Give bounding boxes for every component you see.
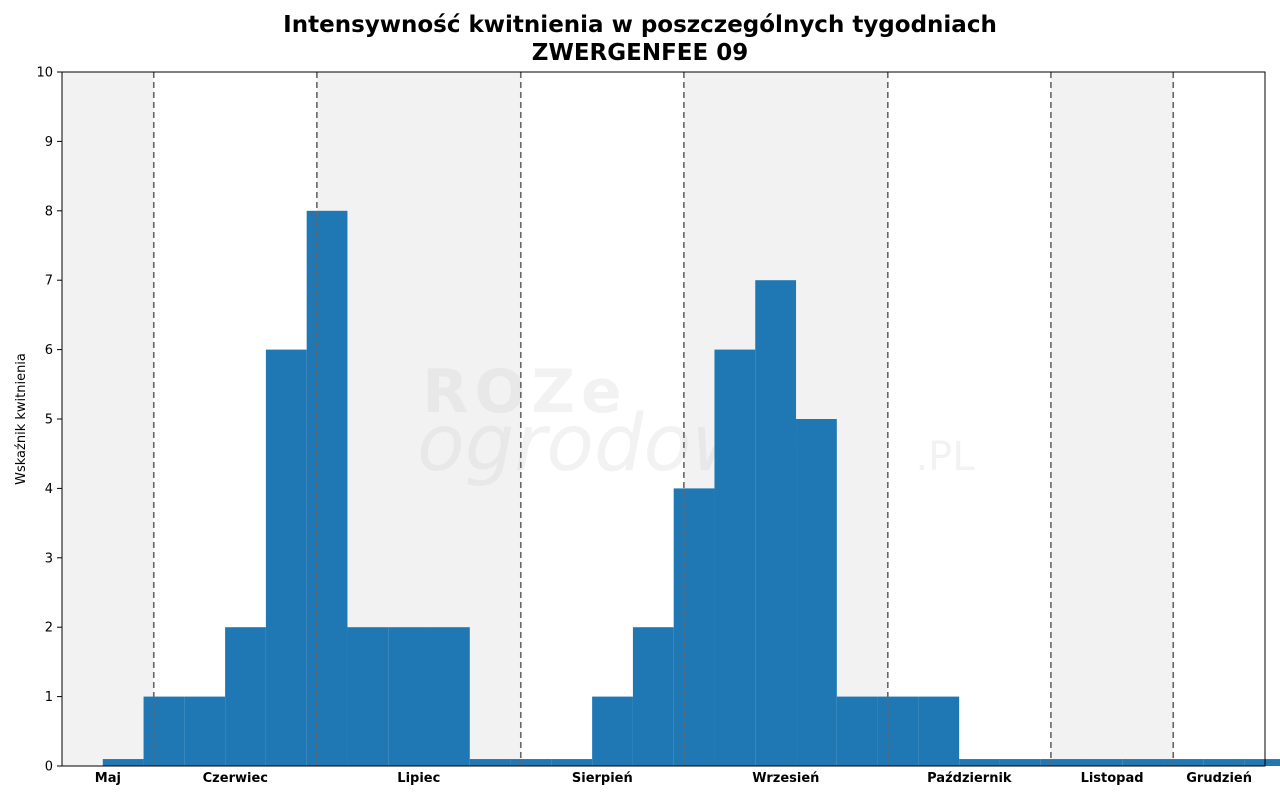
month-label-4: Wrzesień bbox=[752, 771, 819, 786]
bar-week-13 bbox=[592, 696, 633, 766]
bar-week-16 bbox=[714, 349, 756, 766]
y-axis: 0 1 2 3 4 5 6 7 8 9 10 bbox=[36, 66, 62, 775]
y-tick-label-10: 10 bbox=[36, 66, 53, 81]
month-label-1: Czerwiec bbox=[203, 771, 268, 786]
y-tick-label-9: 9 bbox=[45, 135, 53, 150]
bar-week-25 bbox=[1081, 759, 1123, 766]
bar-week-19 bbox=[836, 696, 878, 766]
bar-week-26 bbox=[1122, 759, 1164, 766]
bar-week-9 bbox=[429, 627, 470, 766]
bar-week-18 bbox=[796, 419, 837, 766]
month-label-0: Maj bbox=[95, 771, 121, 786]
x-axis-month-labels: Maj Czerwiec Lipiec Sierpień Wrzesień Paździe… bbox=[95, 771, 1252, 786]
y-axis-label: Wskaźnik kwitnienia bbox=[14, 353, 29, 485]
bar-week-27 bbox=[1163, 759, 1204, 766]
bar-week-1 bbox=[102, 759, 144, 766]
chart-title: Intensywność kwitnienia w poszczególnych… bbox=[0, 11, 1280, 67]
bar-week-17 bbox=[755, 280, 797, 766]
month-label-7: Grudzień bbox=[1186, 771, 1252, 786]
bar-week-5 bbox=[265, 349, 307, 766]
bar-week-8 bbox=[388, 627, 430, 766]
bar-week-6 bbox=[306, 210, 348, 767]
watermark-text-pl: .PL bbox=[915, 434, 975, 480]
month-dividers bbox=[152, 72, 1175, 766]
y-tick-label-6: 6 bbox=[45, 343, 53, 358]
month-label-2: Lipiec bbox=[397, 771, 440, 786]
y-tick-label-4: 4 bbox=[45, 482, 53, 497]
bar-week-11 bbox=[510, 759, 552, 766]
y-tick-label-1: 1 bbox=[45, 690, 53, 705]
watermark-text-top: ROZe bbox=[422, 357, 627, 427]
y-tick-label-7: 7 bbox=[45, 274, 53, 289]
chart-title-line2: ZWERGENFEE 09 bbox=[531, 40, 749, 66]
bar-week-7 bbox=[347, 627, 389, 766]
month-label-5: Październik bbox=[927, 771, 1012, 786]
month-band-0 bbox=[62, 72, 154, 766]
bar-week-14 bbox=[632, 627, 674, 766]
bar-week-10 bbox=[469, 759, 511, 766]
chart-title-line1: Intensywność kwitnienia w poszczególnych… bbox=[283, 12, 997, 38]
bar-week-15 bbox=[673, 488, 715, 766]
bar-week-20 bbox=[877, 696, 919, 766]
y-tick-label-5: 5 bbox=[45, 413, 53, 428]
bar-week-12 bbox=[551, 759, 593, 766]
y-tick-label-3: 3 bbox=[45, 551, 53, 566]
month-label-3: Sierpień bbox=[572, 771, 633, 786]
bar-week-21 bbox=[918, 696, 960, 766]
bar-week-3 bbox=[184, 696, 226, 766]
bar-week-24 bbox=[1040, 759, 1082, 766]
bars-group bbox=[102, 210, 1280, 767]
bar-week-28 bbox=[1203, 759, 1245, 766]
y-tick-label-2: 2 bbox=[45, 621, 53, 636]
month-label-6: Listopad bbox=[1081, 771, 1144, 786]
bar-week-29 bbox=[1244, 759, 1280, 766]
bar-week-22 bbox=[959, 759, 1000, 766]
bar-week-23 bbox=[999, 759, 1041, 766]
bar-week-4 bbox=[225, 627, 266, 766]
bar-week-2 bbox=[143, 696, 185, 766]
y-tick-label-8: 8 bbox=[45, 204, 53, 219]
y-tick-label-0: 0 bbox=[45, 760, 53, 775]
month-band-6 bbox=[1050, 72, 1174, 766]
